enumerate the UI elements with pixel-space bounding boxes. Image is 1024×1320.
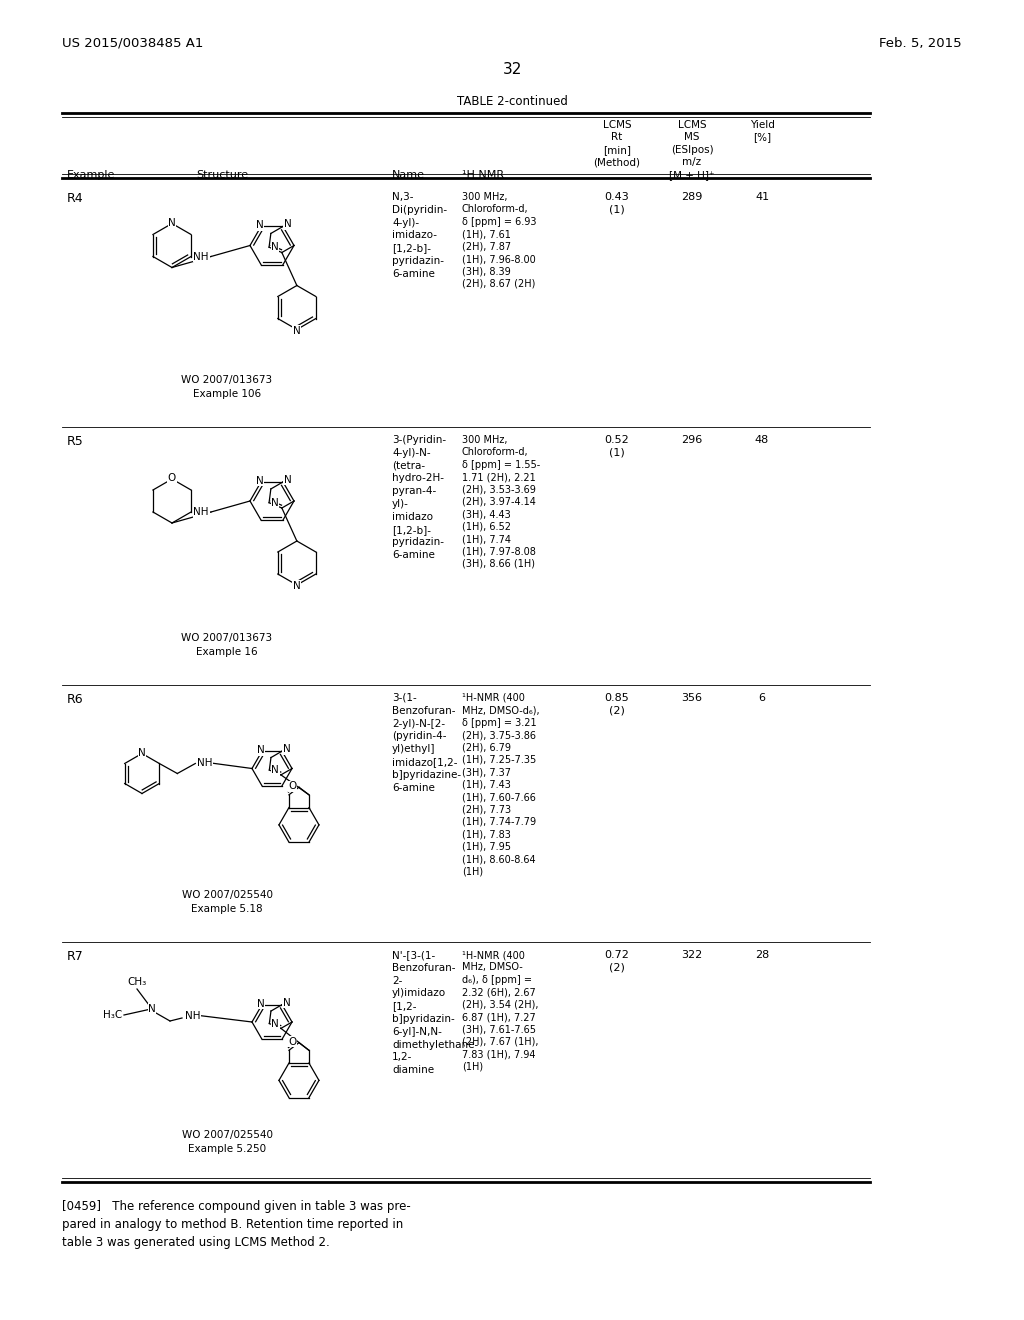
Text: TABLE 2-continued: TABLE 2-continued [457,95,567,108]
Text: N: N [257,746,265,755]
Text: 0.43
(1): 0.43 (1) [604,191,630,214]
Text: N: N [271,242,279,252]
Text: N: N [271,498,279,508]
Text: 289: 289 [681,191,702,202]
Text: 0.72
(2): 0.72 (2) [604,950,630,973]
Text: NH: NH [194,252,209,261]
Text: Example 106: Example 106 [193,389,261,399]
Text: 41: 41 [755,191,769,202]
Text: 0.52
(1): 0.52 (1) [604,436,630,458]
Text: N: N [271,766,280,775]
Text: LCMS
Rt
[min]
(Method): LCMS Rt [min] (Method) [594,120,640,168]
Text: N: N [148,1005,156,1014]
Text: 296: 296 [681,436,702,445]
Text: N,3-
Di(pyridin-
4-yl)-
imidazo-
[1,2-b]-
pyridazin-
6-amine: N,3- Di(pyridin- 4-yl)- imidazo- [1,2-b]… [392,191,447,279]
Text: N: N [284,219,292,230]
Text: O: O [289,781,297,791]
Text: Example 5.250: Example 5.250 [188,1144,266,1154]
Text: N'-[3-(1-
Benzofuran-
2-
yl)imidazo
[1,2-
b]pyridazin-
6-yl]-N,N-
dimethylethane: N'-[3-(1- Benzofuran- 2- yl)imidazo [1,2… [392,950,478,1076]
Text: WO 2007/025540: WO 2007/025540 [181,890,272,900]
Text: 322: 322 [681,950,702,960]
Text: N: N [168,218,176,227]
Text: LCMS
MS
(ESIpos)
m/z
[M + H]⁺: LCMS MS (ESIpos) m/z [M + H]⁺ [670,120,715,180]
Text: Example: Example [67,170,116,180]
Text: O: O [289,1036,297,1047]
Text: 32: 32 [503,62,521,77]
Text: N: N [256,477,264,486]
Text: Yield
[%]: Yield [%] [750,120,774,143]
Text: [0459]   The reference compound given in table 3 was pre-: [0459] The reference compound given in t… [62,1200,411,1213]
Text: 3-(1-
Benzofuran-
2-yl)-N-[2-
(pyridin-4-
yl)ethyl]
imidazo[1,2-
b]pyridazine-
6: 3-(1- Benzofuran- 2-yl)-N-[2- (pyridin-4… [392,693,461,792]
Text: R6: R6 [67,693,84,706]
Text: ¹H-NMR (400
MHz, DMSO-d₆),
δ [ppm] = 3.21
(2H), 3.75-3.86
(2H), 6.79
(1H), 7.25-: ¹H-NMR (400 MHz, DMSO-d₆), δ [ppm] = 3.2… [462,693,540,876]
Text: ¹H NMR: ¹H NMR [462,170,504,180]
Text: US 2015/0038485 A1: US 2015/0038485 A1 [62,37,204,50]
Text: ¹H-NMR (400
MHz, DMSO-
d₆), δ [ppm] =
2.32 (6H), 2.67
(2H), 3.54 (2H),
6.87 (1H): ¹H-NMR (400 MHz, DMSO- d₆), δ [ppm] = 2.… [462,950,539,1072]
Text: NH: NH [194,507,209,517]
Text: O: O [168,473,176,483]
Text: Structure: Structure [196,170,248,180]
Text: 28: 28 [755,950,769,960]
Text: NH: NH [185,1011,201,1020]
Text: WO 2007/013673: WO 2007/013673 [181,375,272,385]
Text: N: N [293,326,301,335]
Text: R4: R4 [67,191,84,205]
Text: N: N [271,1019,280,1028]
Text: N: N [138,747,145,758]
Text: N: N [293,581,301,591]
Text: N: N [283,744,291,754]
Text: N: N [284,475,292,484]
Text: R7: R7 [67,950,84,964]
Text: 300 MHz,
Chloroform-d,
δ [ppm] = 1.55-
1.71 (2H), 2.21
(2H), 3.53-3.69
(2H), 3.9: 300 MHz, Chloroform-d, δ [ppm] = 1.55- 1… [462,436,541,569]
Text: 0.85
(2): 0.85 (2) [604,693,630,715]
Text: 48: 48 [755,436,769,445]
Text: Name: Name [392,170,425,180]
Text: WO 2007/025540: WO 2007/025540 [181,1130,272,1140]
Text: R5: R5 [67,436,84,447]
Text: table 3 was generated using LCMS Method 2.: table 3 was generated using LCMS Method … [62,1236,330,1249]
Text: Example 5.18: Example 5.18 [191,904,263,913]
Text: 6: 6 [759,693,766,704]
Text: N: N [256,220,264,231]
Text: 356: 356 [682,693,702,704]
Text: WO 2007/013673: WO 2007/013673 [181,634,272,643]
Text: Example 16: Example 16 [197,647,258,657]
Text: Feb. 5, 2015: Feb. 5, 2015 [880,37,962,50]
Text: 3-(Pyridin-
4-yl)-N-
(tetra-
hydro-2H-
pyran-4-
yl)-
imidazo
[1,2-b]-
pyridazin-: 3-(Pyridin- 4-yl)-N- (tetra- hydro-2H- p… [392,436,446,560]
Text: H₃C: H₃C [102,1010,122,1020]
Text: N: N [283,998,291,1007]
Text: NH: NH [198,758,213,767]
Text: N: N [257,999,265,1008]
Text: pared in analogy to method B. Retention time reported in: pared in analogy to method B. Retention … [62,1218,403,1232]
Text: 300 MHz,
Chloroform-d,
δ [ppm] = 6.93
(1H), 7.61
(2H), 7.87
(1H), 7.96-8.00
(3H): 300 MHz, Chloroform-d, δ [ppm] = 6.93 (1… [462,191,537,289]
Text: CH₃: CH₃ [127,977,146,987]
